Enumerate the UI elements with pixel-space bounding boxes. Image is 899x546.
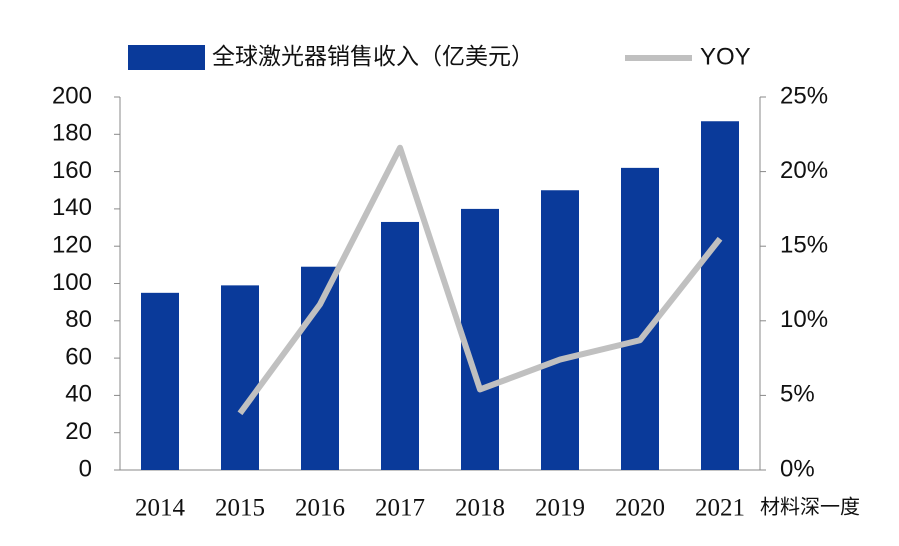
legend-swatch bbox=[128, 45, 205, 70]
legend-label: 全球激光器销售收入（亿美元） bbox=[212, 43, 534, 69]
bar bbox=[301, 266, 339, 470]
y2-tick-label: 10% bbox=[780, 306, 828, 333]
y2-tick-label: 5% bbox=[780, 381, 815, 408]
y2-tick-label: 25% bbox=[780, 82, 828, 109]
y-tick-label: 180 bbox=[52, 120, 92, 147]
bar bbox=[461, 208, 499, 470]
y-tick-label: 140 bbox=[52, 194, 92, 221]
y-tick-label: 120 bbox=[52, 232, 92, 259]
x-tick-label: 2017 bbox=[375, 495, 425, 522]
yoy-line bbox=[237, 144, 723, 416]
y-tick-label: 0 bbox=[79, 455, 92, 482]
y-tick-label: 60 bbox=[65, 343, 92, 370]
bar bbox=[541, 190, 579, 470]
x-tick-label: 2021 bbox=[695, 495, 745, 522]
y2-tick-label: 0% bbox=[780, 455, 815, 482]
x-tick-label: 2020 bbox=[615, 495, 665, 522]
x-tick-label: 2019 bbox=[535, 495, 585, 522]
y-tick-label: 80 bbox=[65, 306, 92, 333]
y2-tick-label: 20% bbox=[780, 157, 828, 184]
y-tick-label: 160 bbox=[52, 157, 92, 184]
bar bbox=[141, 292, 179, 470]
bar bbox=[621, 167, 659, 470]
y-tick-label: 40 bbox=[65, 381, 92, 408]
x-tick-label: 2018 bbox=[455, 495, 505, 522]
y2-tick-label: 15% bbox=[780, 232, 828, 259]
watermark: 材料深一度 bbox=[760, 495, 860, 518]
legend-label: YOY bbox=[700, 43, 751, 70]
x-tick-label: 2015 bbox=[215, 495, 265, 522]
x-tick-label: 2014 bbox=[135, 495, 186, 522]
y-tick-label: 100 bbox=[52, 269, 92, 296]
y-tick-label: 200 bbox=[52, 82, 92, 109]
bar bbox=[381, 221, 419, 470]
bar bbox=[701, 121, 739, 471]
bar bbox=[221, 285, 259, 470]
y-tick-label: 20 bbox=[65, 418, 92, 445]
x-tick-label: 2016 bbox=[295, 495, 345, 522]
